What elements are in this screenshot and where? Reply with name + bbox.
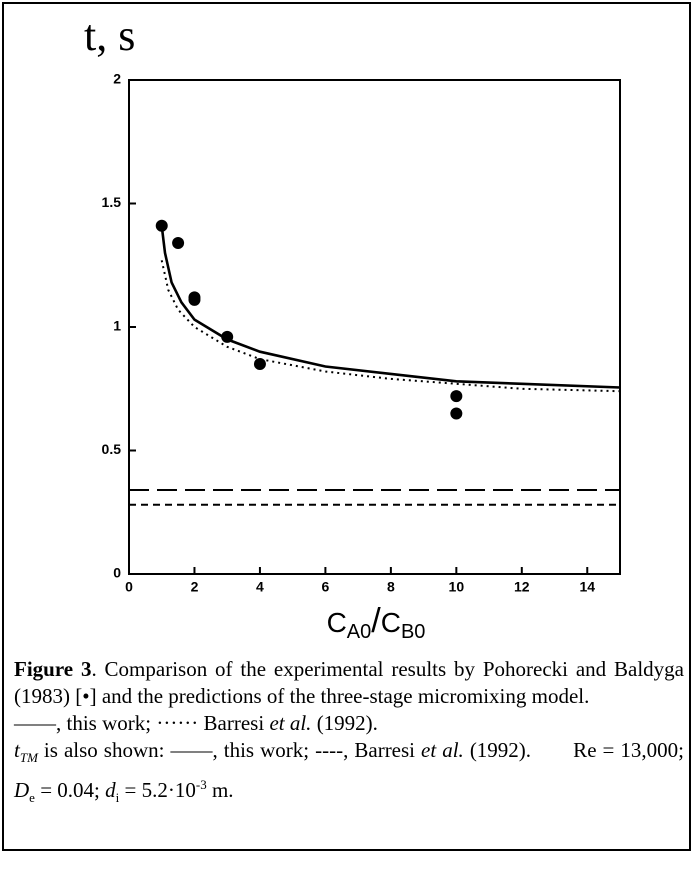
plot-frame: [128, 79, 621, 575]
caption-text: i: [115, 790, 120, 806]
x-tick-label: 14: [579, 579, 595, 595]
x-tick-label: 10: [449, 579, 465, 595]
x-label-part: /: [371, 602, 381, 640]
x-tick-label: 2: [191, 579, 199, 595]
caption-text: is also shown: ——, this work; ----, Barr…: [37, 738, 422, 762]
x-label-part: A0: [347, 621, 371, 643]
caption-text: = 5.2·10: [119, 778, 196, 803]
x-label-part: B0: [401, 621, 425, 643]
x-tick-label: 8: [387, 579, 395, 595]
caption-text: et al.: [269, 711, 312, 735]
data-point: [155, 219, 168, 232]
line-dotted: [160, 260, 621, 393]
data-point: [450, 390, 463, 403]
y-tick-label: 2: [113, 71, 121, 87]
caption-text: (1992).: [311, 711, 378, 735]
caption-text: -3: [195, 777, 207, 793]
y-tick-label: 1: [113, 318, 121, 334]
caption-paragraph: ——, this work; ······ Barresi et al. (19…: [14, 710, 684, 737]
caption-text: e: [29, 790, 35, 806]
caption-text: = 0.04;: [34, 778, 106, 803]
x-label-part: C: [381, 607, 401, 638]
x-axis-title: CA0/CB0: [327, 602, 426, 643]
chart: t, s CA0/CB0 00.511.520 2 4 6 8 10 12 14: [84, 11, 621, 643]
caption-text: (1992). Re = 13,000;: [463, 738, 684, 762]
caption-text: TM: [19, 750, 38, 766]
caption-text: et al.: [421, 738, 464, 762]
data-point: [172, 237, 185, 250]
y-tick-label: 0.5: [102, 441, 122, 457]
figure: t, s CA0/CB0 0 0.5 1 1.5 2 0 2 4 6 8 10 12 14 Figure…: [2, 2, 691, 851]
caption-text: t: [14, 738, 20, 762]
caption-text: m.: [206, 778, 234, 803]
caption-text: d: [105, 778, 116, 803]
x-tick-label: 12: [514, 579, 530, 595]
caption-label: Figure 3: [14, 657, 92, 681]
x-label-part: C: [327, 607, 347, 638]
caption-paragraph: Figure 3. Comparison of the experimental…: [14, 656, 684, 710]
caption-text: ——, this work; ······ Barresi: [14, 711, 270, 735]
line-solid: [160, 225, 621, 389]
y-axis-title: t, s: [84, 11, 135, 60]
y-tick-label: 0: [113, 565, 121, 581]
x-tick-label: 4: [256, 579, 264, 595]
data-point: [450, 407, 463, 420]
data-point: [221, 330, 234, 343]
caption-paragraph: tTM is also shown: ——, this work; ----, …: [14, 737, 684, 811]
caption: Figure 3. Comparison of the experimental…: [14, 656, 684, 811]
x-tick-label: 0: [125, 579, 133, 595]
caption-text: D: [14, 778, 30, 803]
x-tick-label: 6: [322, 579, 330, 595]
data-point: [188, 293, 201, 306]
y-tick-label: 1.5: [102, 194, 122, 210]
data-point: [253, 358, 266, 371]
caption-text: . Comparison of the experimental results…: [14, 657, 684, 708]
